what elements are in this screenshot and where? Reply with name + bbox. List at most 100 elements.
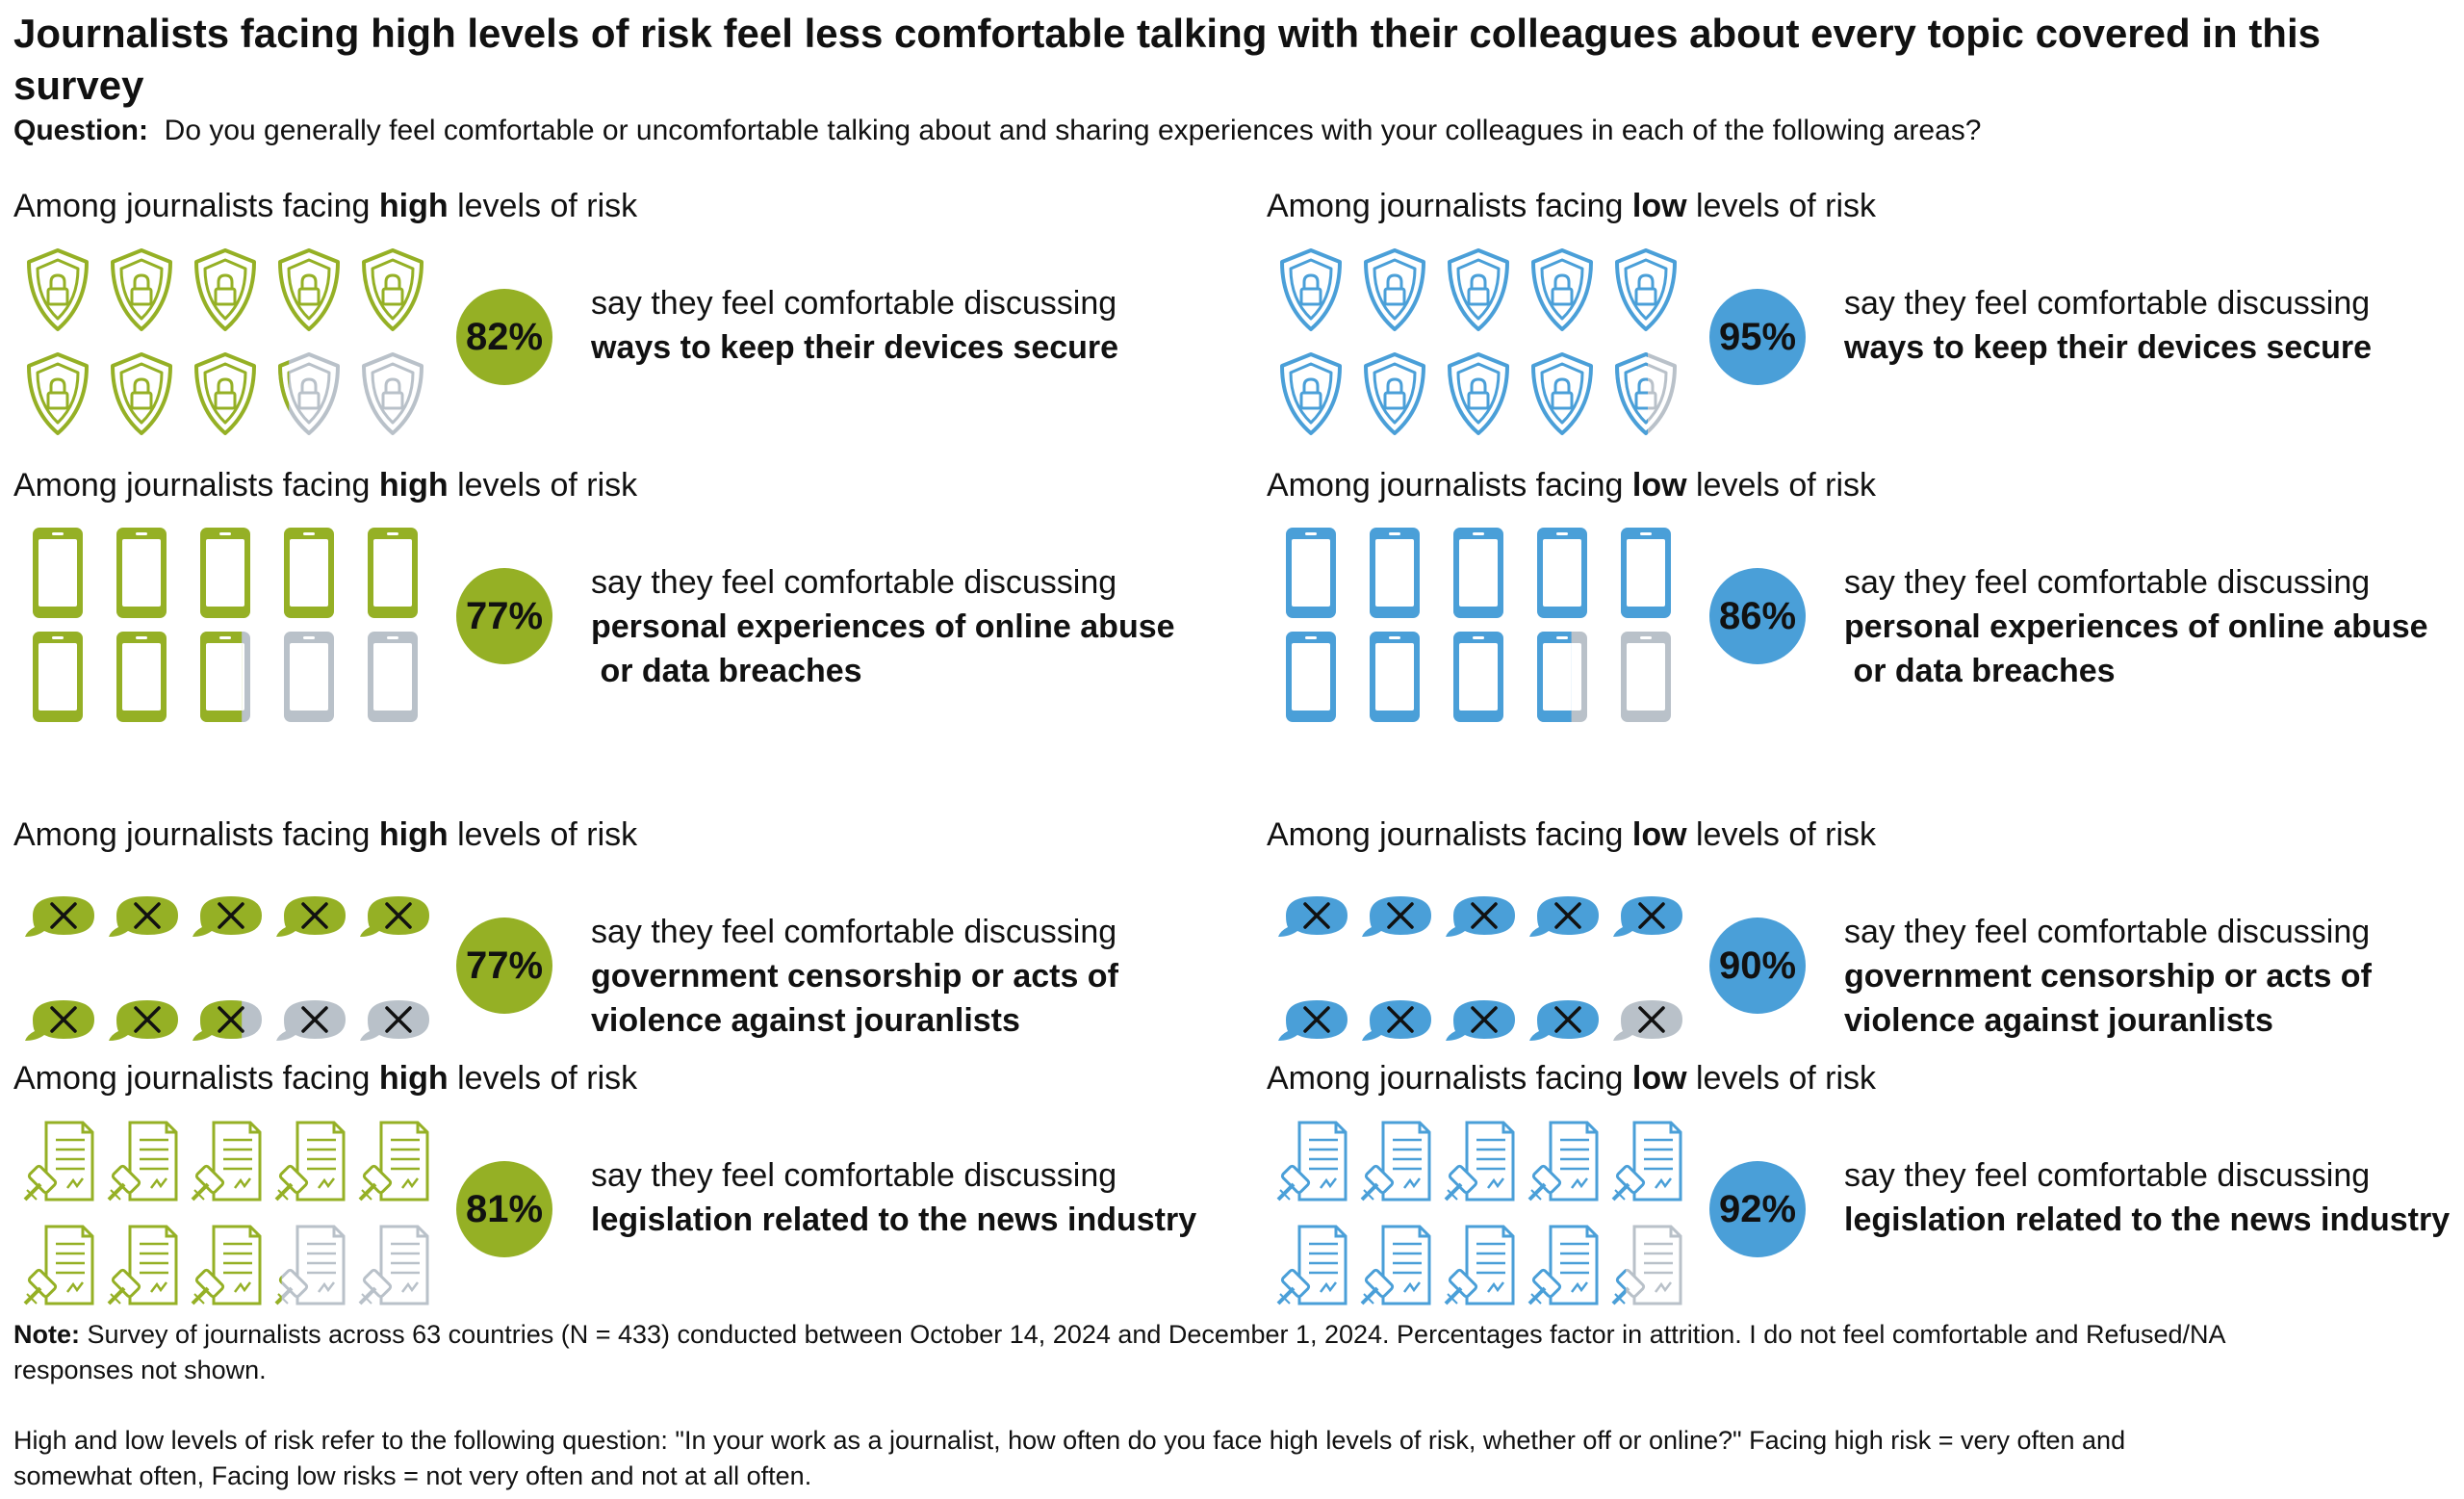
question-text: Do you generally feel comfortable or unc…	[164, 115, 1982, 146]
speech-bubble-x-icon	[1529, 1000, 1599, 1041]
panel-heading-risk-level: high	[378, 467, 449, 504]
panel-heading-suffix: levels of risk	[457, 188, 638, 224]
gavel-document-icon	[23, 1121, 94, 1202]
panel-heading-prefix: Among journalists facing	[13, 1060, 371, 1097]
gavel-document-icon	[1527, 1121, 1599, 1202]
gavel-document-icon	[1276, 1121, 1348, 1202]
panel-heading-risk-level: low	[1631, 188, 1687, 224]
speech-bubble-x-icon	[1529, 896, 1599, 937]
gavel-document-pictogram	[23, 1121, 429, 1305]
gavel-document-icon	[1527, 1225, 1599, 1305]
gavel-document-icon	[1360, 1121, 1431, 1202]
shield-lock-pictogram	[1280, 248, 1677, 435]
smartphone-icon	[1453, 632, 1503, 722]
gavel-document-icon	[191, 1121, 262, 1202]
shield-lock-icon	[278, 352, 340, 435]
percent-badge: 81%	[456, 1161, 552, 1257]
speech-bubble-x-icon	[1613, 1000, 1682, 1041]
smartphone-pictogram	[33, 528, 418, 722]
pictogram	[23, 526, 447, 728]
shield-lock-icon	[111, 352, 172, 435]
panel-heading: Among journalists facing high levels of …	[13, 814, 637, 856]
description-topic: legislation related to the news industry	[591, 1202, 1197, 1238]
panel-heading: Among journalists facing high levels of …	[13, 1057, 637, 1099]
panel-heading-prefix: Among journalists facing	[13, 467, 371, 504]
panel-low-risk-3: Among journalists facing low levels of r…	[1267, 814, 2464, 1083]
shield-lock-icon	[1531, 352, 1593, 435]
panel-heading-prefix: Among journalists facing	[1267, 816, 1624, 853]
panel-low-risk-2: Among journalists facing low levels of r…	[1267, 464, 2464, 734]
panel-heading-risk-level: low	[1631, 467, 1687, 504]
description-topic: personal experiences of online abuse or …	[1844, 608, 2428, 689]
question: Question: Do you generally feel comforta…	[13, 112, 2439, 150]
shield-lock-icon	[1364, 352, 1425, 435]
description-lead: say they feel comfortable discussing	[591, 564, 1117, 601]
gavel-document-icon	[107, 1121, 178, 1202]
panel-heading: Among journalists facing low levels of r…	[1267, 1057, 1876, 1099]
panel-heading-risk-level: high	[378, 1060, 449, 1097]
panel-description: say they feel comfortable discussing ways…	[1844, 281, 2372, 370]
panel-heading: Among journalists facing high levels of …	[13, 464, 637, 506]
percent-badge: 77%	[456, 917, 552, 1014]
smartphone-icon	[1537, 632, 1587, 722]
speech-bubble-x-icon	[1278, 1000, 1348, 1041]
panel-high-risk-2: Among journalists facing high levels of …	[13, 464, 1226, 734]
percent-badge: 90%	[1709, 917, 1806, 1014]
panel-heading-suffix: levels of risk	[1696, 1060, 1877, 1097]
gavel-document-icon	[358, 1225, 429, 1305]
gavel-document-icon	[1611, 1121, 1682, 1202]
speech-bubble-x-icon	[25, 1000, 94, 1041]
speech-bubble-x-icon	[1446, 1000, 1515, 1041]
panel-heading-prefix: Among journalists facing	[13, 816, 371, 853]
shield-lock-icon	[194, 352, 256, 435]
description-topic: personal experiences of online abuse or …	[591, 608, 1175, 689]
note-risk-definition: High and low levels of risk refer to the…	[13, 1426, 2126, 1490]
speech-bubble-x-icon	[276, 1000, 346, 1041]
gavel-document-icon	[191, 1225, 262, 1305]
gavel-document-pictogram	[1276, 1121, 1682, 1305]
percent-badge: 92%	[1709, 1161, 1806, 1257]
smartphone-icon	[368, 632, 418, 722]
note-text: Survey of journalists across 63 countrie…	[13, 1320, 2225, 1384]
panel-heading-suffix: levels of risk	[1696, 188, 1877, 224]
shield-lock-icon	[194, 248, 256, 331]
smartphone-icon	[1286, 632, 1336, 722]
description-lead: say they feel comfortable discussing	[591, 1157, 1117, 1194]
pictogram	[23, 875, 447, 1077]
smartphone-icon	[284, 632, 334, 722]
panel-heading-suffix: levels of risk	[1696, 467, 1877, 504]
speech-bubble-x-icon	[25, 896, 94, 937]
shield-lock-icon	[27, 352, 89, 435]
smartphone-icon	[33, 528, 83, 618]
description-lead: say they feel comfortable discussing	[1844, 564, 2371, 601]
description-lead: say they feel comfortable discussing	[591, 914, 1117, 950]
speech-bubble-x-pictogram	[25, 896, 429, 1041]
smartphone-icon	[1537, 528, 1587, 618]
shield-lock-icon	[1280, 248, 1342, 331]
gavel-document-icon	[1444, 1225, 1515, 1305]
panel-heading: Among journalists facing high levels of …	[13, 185, 637, 227]
gavel-document-icon	[358, 1121, 429, 1202]
speech-bubble-x-icon	[1446, 896, 1515, 937]
panel-high-risk-3: Among journalists facing high levels of …	[13, 814, 1226, 1083]
panel-heading-suffix: levels of risk	[457, 467, 638, 504]
speech-bubble-x-icon	[360, 1000, 429, 1041]
shield-lock-icon	[1448, 352, 1509, 435]
speech-bubble-x-icon	[109, 896, 178, 937]
panel-heading-prefix: Among journalists facing	[1267, 467, 1624, 504]
shield-lock-icon	[362, 248, 424, 331]
panel-heading: Among journalists facing low levels of r…	[1267, 185, 1876, 227]
shield-lock-icon	[1615, 248, 1677, 331]
pictogram	[23, 246, 447, 449]
panel-heading-prefix: Among journalists facing	[13, 188, 371, 224]
question-label: Question:	[13, 115, 148, 146]
smartphone-icon	[200, 528, 250, 618]
shield-lock-icon	[278, 248, 340, 331]
speech-bubble-x-icon	[109, 1000, 178, 1041]
shield-lock-icon	[1448, 248, 1509, 331]
speech-bubble-x-icon	[1613, 896, 1682, 937]
panel-description: say they feel comfortable discussing gove…	[1844, 910, 2372, 1043]
panel-description: say they feel comfortable discussing legi…	[591, 1153, 1196, 1242]
shield-lock-icon	[27, 248, 89, 331]
panel-heading-risk-level: low	[1631, 816, 1687, 853]
